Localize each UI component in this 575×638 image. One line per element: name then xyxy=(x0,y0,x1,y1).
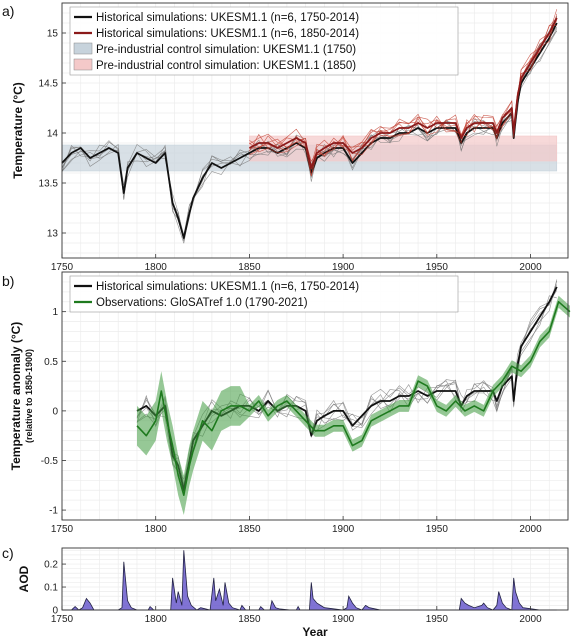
y-axis-label: Temperature anomaly (°C) xyxy=(9,322,23,471)
series-line-1 xyxy=(136,301,571,496)
ensemble-member-0-4 xyxy=(61,16,558,241)
panel-label: c) xyxy=(2,545,14,561)
x-tick-label: 1800 xyxy=(145,614,168,625)
legend-box xyxy=(69,275,459,313)
x-tick-label: 1800 xyxy=(145,524,168,535)
aod-area xyxy=(62,550,557,611)
panel-c-aod: 1750 1800 1850 1900 1950 2000 0 0.1 0.2 c)AOD Year xyxy=(2,545,569,638)
series-line-1 xyxy=(248,17,558,169)
x-tick-label: 2000 xyxy=(519,262,542,273)
y-tick-label: 14 xyxy=(47,129,59,140)
y-axis-label: AOD xyxy=(17,565,31,592)
y-tick-label: 0.2 xyxy=(44,560,58,571)
y-tick-label: 0 xyxy=(52,606,58,617)
x-tick-label: 1900 xyxy=(332,614,355,625)
y-tick-label: 13.5 xyxy=(39,179,59,190)
axes-frame xyxy=(61,2,569,259)
y-tick-label: 13 xyxy=(47,229,59,240)
x-tick-label: 1900 xyxy=(332,524,355,535)
legend-swatch-band xyxy=(73,42,93,55)
x-tick-label: 1950 xyxy=(426,614,449,625)
y-axis-sublabel: (relative to 1850-1900) xyxy=(24,349,34,443)
legend-label: Observations: GloSATref 1.0 (1790-2021) xyxy=(96,297,308,309)
x-tick-label: 1850 xyxy=(238,614,261,625)
panel-label: b) xyxy=(2,273,14,289)
x-tick-label: 1950 xyxy=(426,262,449,273)
x-tick-label: 1800 xyxy=(145,262,168,273)
y-axis-label: Temperature (°C) xyxy=(11,82,25,179)
legend-label: Pre-industrial control simulation: UKESM… xyxy=(96,44,356,56)
x-tick-label: 1750 xyxy=(51,262,74,273)
x-tick-label: 1750 xyxy=(51,524,74,535)
x-tick-label: 1950 xyxy=(426,524,449,535)
y-tick-label: 1 xyxy=(52,307,58,318)
x-tick-label: 1750 xyxy=(51,614,74,625)
axes-frame xyxy=(61,547,569,611)
axes-frame xyxy=(61,271,569,521)
plot-area xyxy=(62,548,568,610)
panel-a-temperature: 1750 1800 1850 1900 1950 2000 13 13.5 14 14.5 15 a)… xyxy=(2,2,569,273)
x-tick-label: 1850 xyxy=(238,524,261,535)
panel-b-temperature-anomaly: 1750 1800 1850 1900 1950 2000 -1 -0.5 0 0.5 1 b) Tem… xyxy=(2,271,571,535)
legend-label: Pre-industrial control simulation: UKESM… xyxy=(96,60,356,72)
x-tick-label: 1850 xyxy=(238,262,261,273)
y-tick-label: -0.5 xyxy=(41,456,59,467)
x-tick-label: 2000 xyxy=(519,524,542,535)
y-tick-label: 15 xyxy=(47,29,59,40)
legend-label: Historical simulations: UKESM1.1 (n=6, 1… xyxy=(96,12,359,24)
x-tick-label: 2000 xyxy=(519,614,542,625)
x-tick-label: 1900 xyxy=(332,262,355,273)
y-tick-label: 0 xyxy=(52,406,58,417)
y-tick-label: -1 xyxy=(49,506,58,517)
obs-uncertainty xyxy=(137,295,570,515)
y-tick-label: 14.5 xyxy=(39,79,59,90)
panel-label: a) xyxy=(2,3,14,19)
legend-box xyxy=(69,6,459,76)
y-tick-label: 0.5 xyxy=(44,357,58,368)
x-axis-label: Year xyxy=(302,625,328,638)
legend-label: Historical simulations: UKESM1.1 (n=6, 1… xyxy=(96,281,359,293)
legend-label: Historical simulations: UKESM1.1 (n=6, 1… xyxy=(96,28,359,40)
y-tick-label: 0.1 xyxy=(44,583,58,594)
legend-swatch-band xyxy=(73,58,93,71)
